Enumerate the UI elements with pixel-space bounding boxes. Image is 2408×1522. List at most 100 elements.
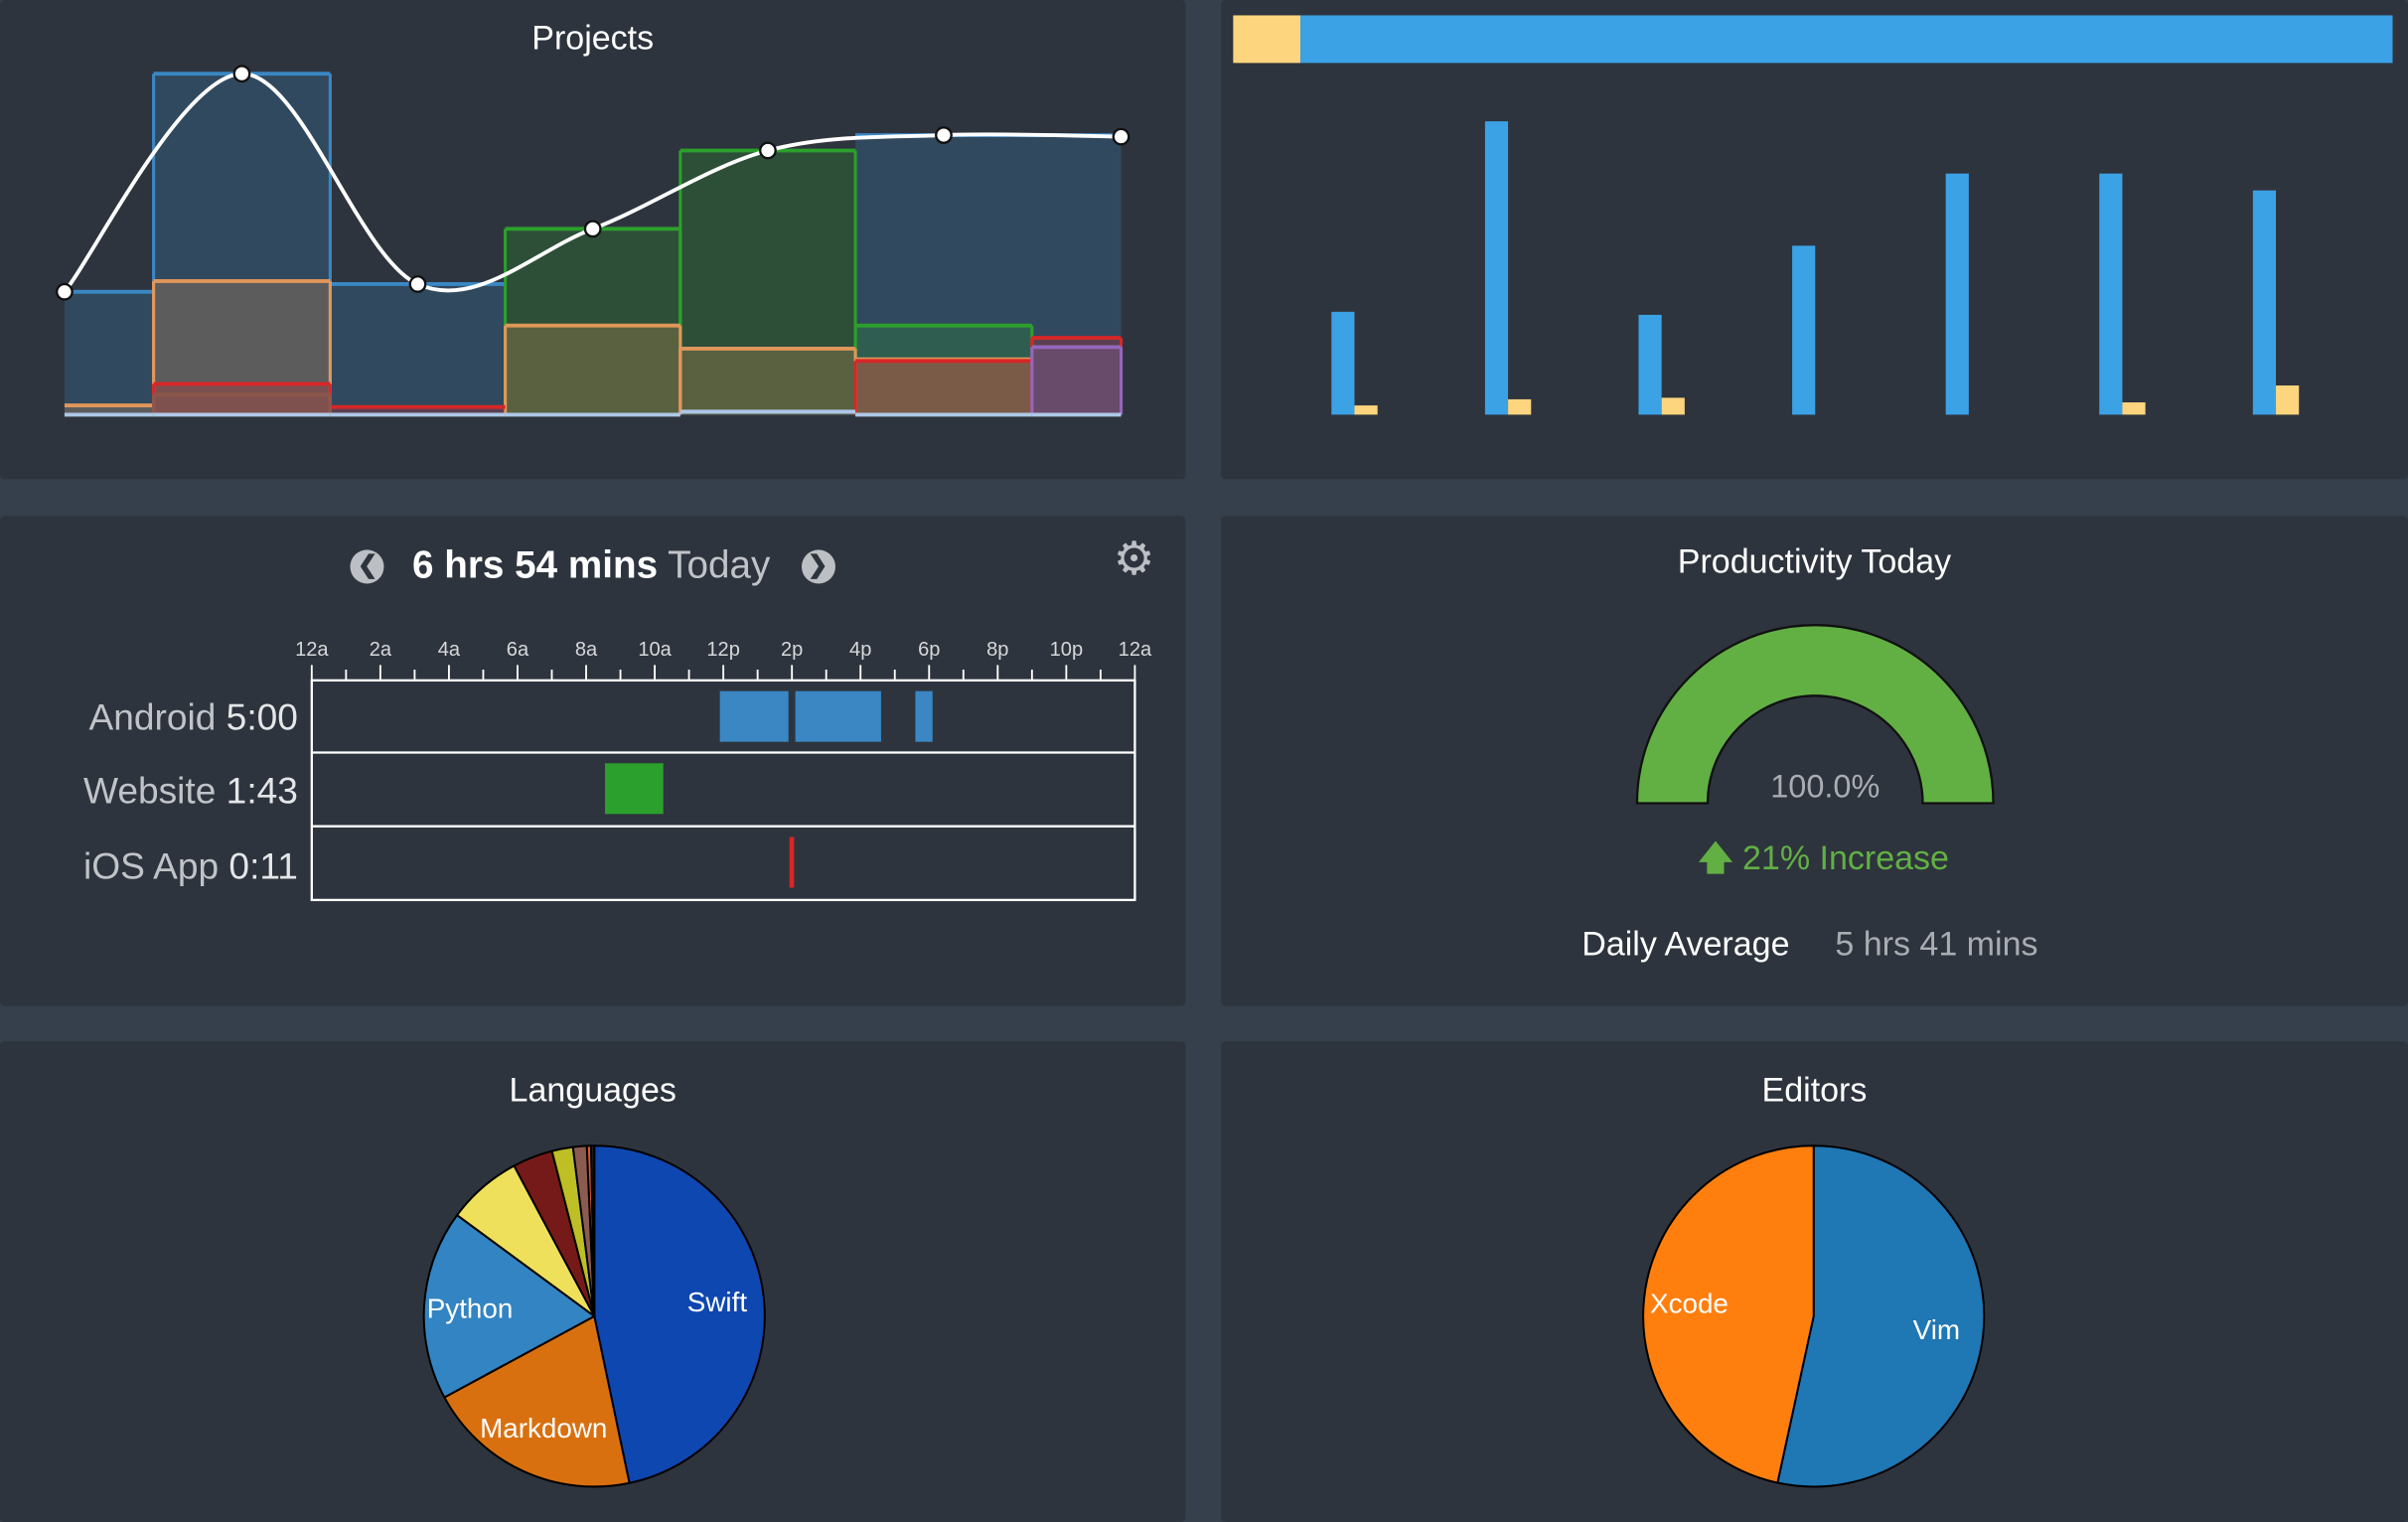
languages-panel: Languages Swift Markdown Python (0, 1041, 1186, 1522)
time-block (789, 837, 795, 888)
tick-label: 12a (295, 639, 329, 661)
pie-slice (1776, 1144, 1986, 1488)
prev-day-button[interactable]: ❮ (351, 549, 385, 584)
tick-label: 10p (1050, 639, 1084, 661)
area-segment (1031, 135, 1122, 415)
timeline-panel: ❮ 6 hrs 54 mins Today ❯ ⚙ 12a 2a 4a 6a 8a 10a 12… (0, 516, 1186, 1006)
tick-label: 12a (1119, 639, 1152, 661)
top-bar-yellow (1233, 15, 1301, 64)
area-segment (1031, 338, 1122, 415)
area-segment (855, 135, 1032, 415)
slice-label: Python (427, 1293, 514, 1323)
pie-slice (422, 1213, 597, 1399)
time-block (719, 690, 789, 742)
area-segment (855, 359, 1032, 415)
next-day-button[interactable]: ❯ (801, 549, 835, 584)
slice-label: Markdown (480, 1413, 607, 1444)
weekly-panel (1220, 0, 2408, 480)
time-block (605, 763, 664, 815)
curve-point (759, 141, 777, 160)
area-segment (679, 150, 856, 415)
area-segment (153, 280, 331, 415)
day-label: Today (668, 543, 771, 587)
pie-slice (593, 1144, 766, 1484)
timeline-chart[interactable]: 12a 2a 4a 6a 8a 10a 12p 2p 4p 6p 8p 10p 12a (0, 516, 1185, 1005)
editors-pie[interactable]: Vim Xcode (1221, 1041, 2408, 1522)
area-segment (679, 348, 856, 415)
tick-label: 2a (370, 639, 392, 661)
bar-yellow (2276, 385, 2300, 415)
languages-pie[interactable]: Swift Markdown Python (0, 1041, 1185, 1522)
tick-label: 4a (438, 639, 461, 661)
bar-yellow (1508, 398, 1532, 415)
timeline-frame (310, 679, 1136, 902)
time-block (915, 690, 933, 742)
bar-blue (1792, 245, 1816, 415)
editors-title: Editors (1761, 1070, 1868, 1110)
pie-slice (590, 1144, 596, 1316)
tick-label: 4p (849, 639, 871, 661)
projects-chart[interactable] (0, 0, 1185, 479)
area-segment (330, 406, 506, 415)
area-segment (64, 405, 154, 415)
productivity-change: 🡅 21% Increase (1698, 838, 1949, 877)
tick-label: 10a (638, 639, 672, 661)
area-segment (153, 74, 331, 415)
slice-label: Vim (1913, 1314, 1960, 1345)
bar-yellow (2122, 402, 2146, 415)
bar-blue (1945, 173, 1969, 415)
tick-label: 6p (918, 639, 940, 661)
area-segment (64, 291, 154, 415)
area-segment (153, 383, 331, 415)
gauge-value: 100.0% (1770, 769, 1881, 806)
projects-title: Projects (531, 18, 655, 58)
curve-point (1112, 127, 1130, 146)
tick-label: 8a (575, 639, 598, 661)
timeline-header: ❮ 6 hrs 54 mins Today ❯ (0, 543, 1185, 588)
curve-point (408, 275, 427, 293)
bar-blue (2099, 173, 2123, 415)
daily-average-label: Daily Average (1581, 924, 1790, 964)
area-segment (855, 361, 1032, 415)
row-label-android: Android 5:00 (88, 696, 298, 739)
time-block (795, 690, 881, 742)
productivity-title: Productivity Today (1677, 541, 1952, 581)
projects-panel: Projects (0, 0, 1186, 480)
daily-average-value: 5 hrs 41 mins (1835, 924, 2038, 964)
curve-point (935, 126, 953, 144)
pie-slice (1642, 1144, 1815, 1484)
productivity-panel: Productivity Today 100.0% 🡅 21% Increase… (1220, 516, 2408, 1006)
slice-label: Swift (687, 1287, 748, 1317)
bar-blue (1638, 314, 1662, 415)
slice-label: Xcode (1650, 1289, 1729, 1319)
weekly-bar-chart[interactable] (1221, 0, 2408, 479)
curve-point (232, 65, 251, 83)
gear-icon[interactable]: ⚙ (1113, 533, 1155, 585)
bar-blue (1331, 311, 1355, 415)
bar-yellow (1354, 405, 1378, 415)
tick-label: 12p (706, 639, 740, 661)
curve-point (56, 282, 74, 301)
editors-panel: Editors Vim Xcode (1220, 1041, 2408, 1522)
row-label-ios: iOS App 0:11 (82, 845, 298, 888)
area-segment (505, 325, 680, 415)
tick-label: 2p (781, 639, 803, 661)
row-label-website: Website 1:43 (83, 771, 298, 813)
area-segment (1031, 347, 1122, 415)
gauge-fill (1635, 624, 1995, 805)
productivity-gauge (1635, 624, 1995, 805)
bar-blue (1484, 121, 1509, 415)
arrow-up-icon: 🡅 (1698, 838, 1733, 877)
total-time: 6 hrs 54 mins (412, 543, 659, 587)
pie-slice (443, 1314, 631, 1488)
bar-blue (2252, 190, 2277, 415)
tick-label: 8p (986, 639, 1008, 661)
area-segment (330, 283, 506, 415)
area-segment (153, 394, 331, 415)
curve-point (583, 220, 602, 238)
top-bar-blue (1300, 15, 2393, 64)
tick-label: 6a (507, 639, 529, 661)
languages-title: Languages (509, 1070, 677, 1110)
area-segment (855, 325, 1032, 415)
